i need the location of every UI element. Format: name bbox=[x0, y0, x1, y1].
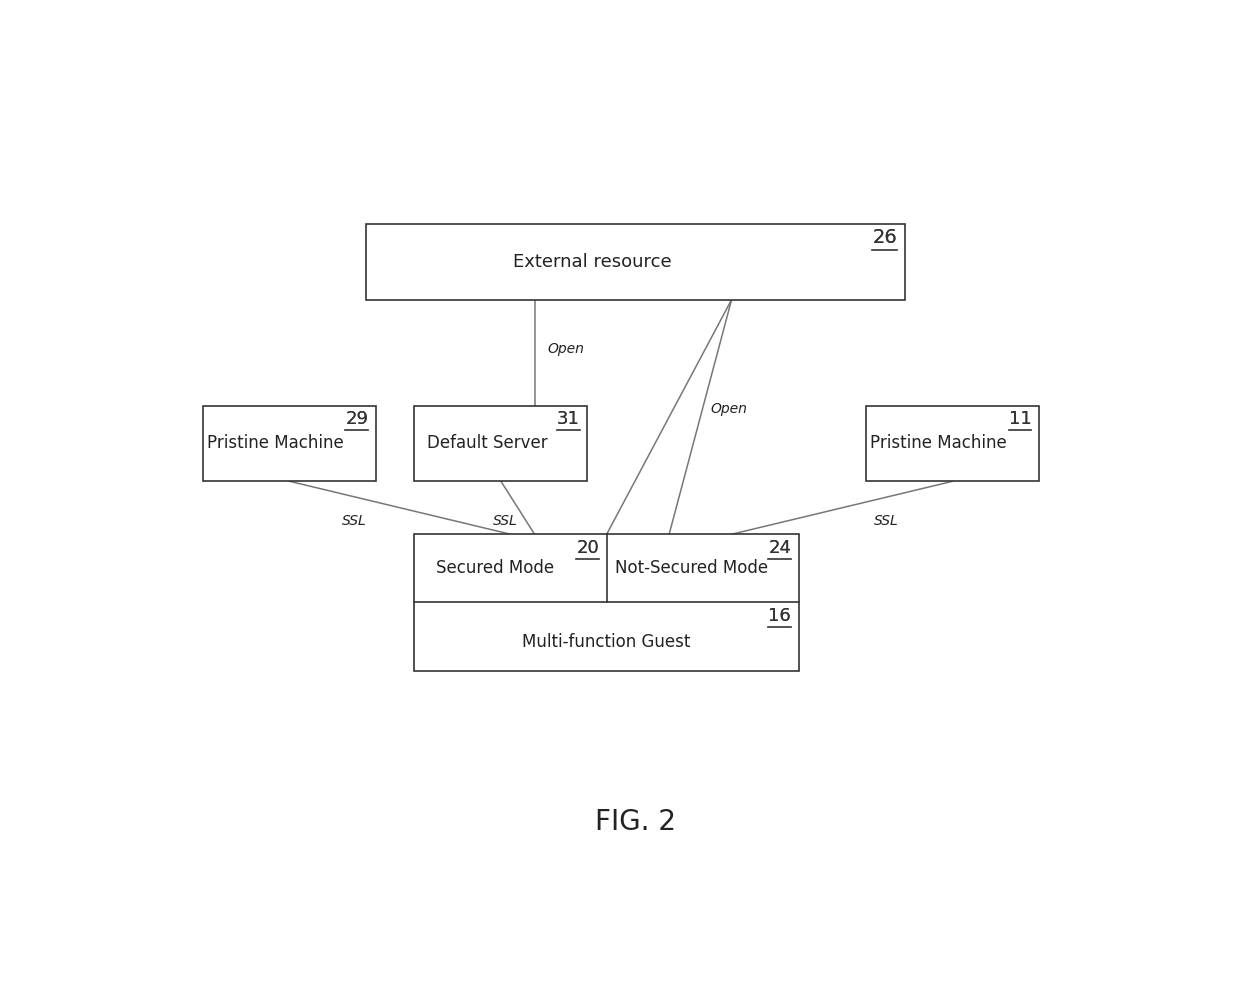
Bar bbox=[414, 406, 588, 482]
Text: Secured Mode: Secured Mode bbox=[436, 559, 554, 577]
Text: 16: 16 bbox=[769, 607, 791, 625]
Text: FIG. 2: FIG. 2 bbox=[595, 808, 676, 836]
Text: 20: 20 bbox=[577, 539, 599, 556]
Text: Open: Open bbox=[711, 402, 748, 417]
Bar bbox=[203, 406, 376, 482]
Text: SSL: SSL bbox=[342, 514, 367, 528]
Text: Open: Open bbox=[547, 342, 584, 356]
Text: Pristine Machine: Pristine Machine bbox=[870, 434, 1007, 452]
Text: Pristine Machine: Pristine Machine bbox=[207, 434, 343, 452]
Text: 24: 24 bbox=[769, 539, 791, 556]
Text: 29: 29 bbox=[346, 410, 368, 429]
Text: SSL: SSL bbox=[874, 514, 899, 528]
Text: External resource: External resource bbox=[513, 253, 672, 270]
Bar bbox=[866, 406, 1039, 482]
Text: 11: 11 bbox=[1008, 410, 1032, 429]
Text: 26: 26 bbox=[872, 228, 897, 248]
Text: 31: 31 bbox=[557, 410, 580, 429]
Bar bbox=[414, 535, 799, 670]
Bar bbox=[367, 224, 905, 300]
Text: 29: 29 bbox=[346, 410, 368, 429]
Text: 26: 26 bbox=[872, 228, 897, 248]
Text: 31: 31 bbox=[557, 410, 580, 429]
Text: 24: 24 bbox=[769, 539, 791, 556]
Text: 16: 16 bbox=[769, 607, 791, 625]
Text: Multi-function Guest: Multi-function Guest bbox=[522, 633, 691, 651]
Text: Not-Secured Mode: Not-Secured Mode bbox=[615, 559, 768, 577]
Text: SSL: SSL bbox=[494, 514, 518, 528]
Text: 11: 11 bbox=[1008, 410, 1032, 429]
Text: Default Server: Default Server bbox=[427, 434, 547, 452]
Text: 20: 20 bbox=[577, 539, 599, 556]
